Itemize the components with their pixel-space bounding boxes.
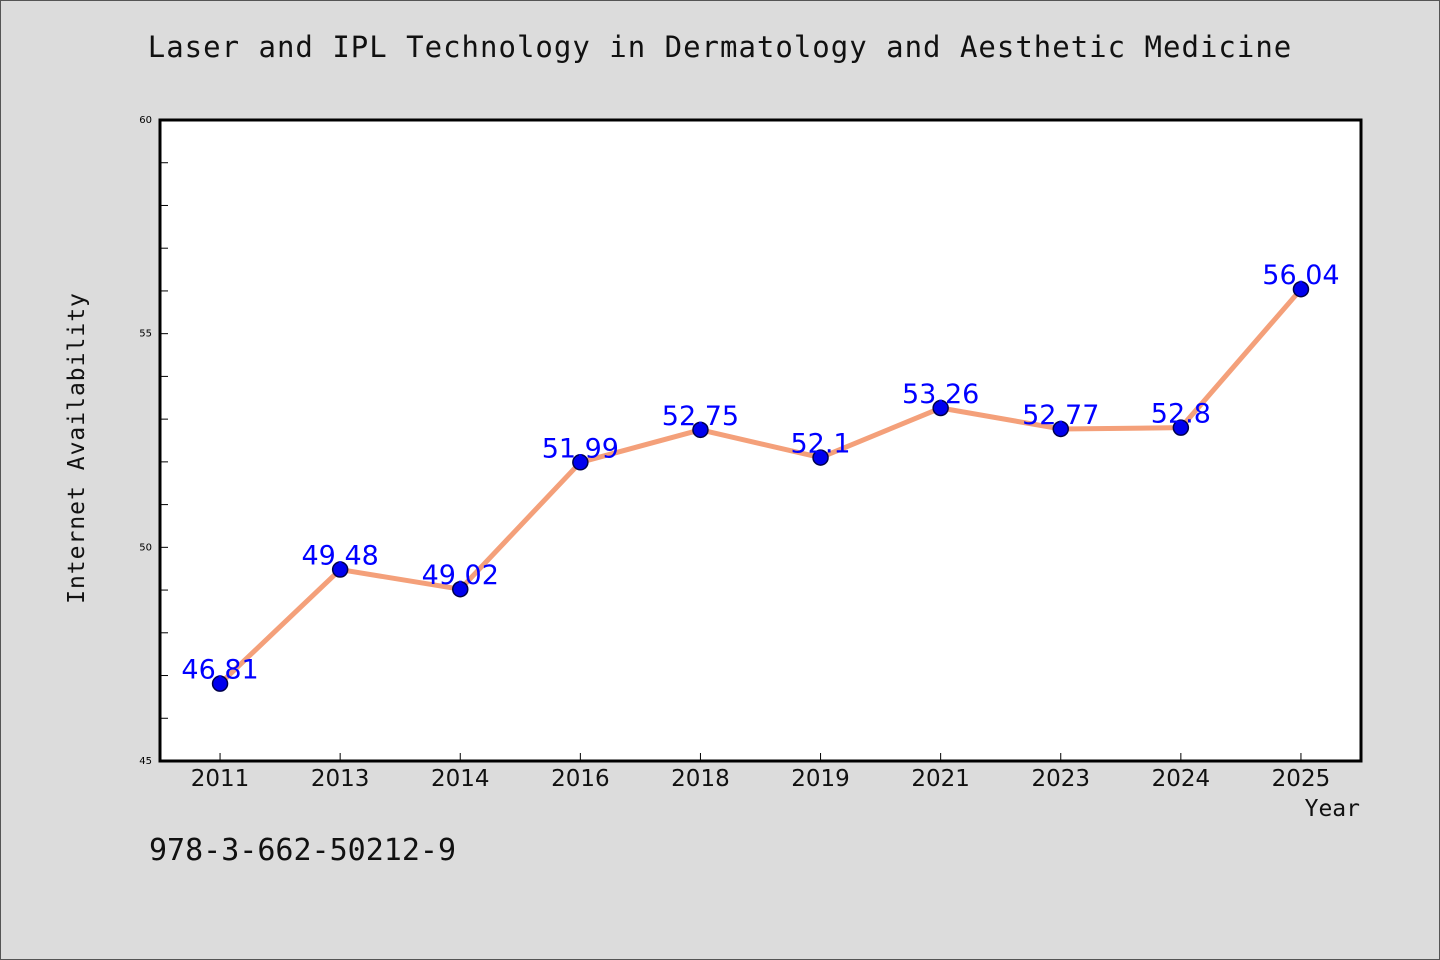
data-label: 52.8	[1151, 399, 1211, 430]
x-tick-label: 2013	[311, 766, 370, 792]
y-tick-label: 60	[139, 115, 152, 126]
data-point-marker	[812, 449, 829, 466]
x-tick-label: 2018	[671, 766, 730, 792]
data-label: 52.75	[662, 401, 739, 432]
x-tick-label: 2025	[1272, 766, 1331, 792]
chart-title: Laser and IPL Technology in Dermatology …	[147, 30, 1293, 64]
y-axis-label: Internet Availability	[64, 292, 90, 604]
series-line	[218, 287, 1303, 686]
x-tick-label: 2014	[431, 766, 490, 792]
data-point-marker	[1172, 419, 1190, 436]
x-tick-label: 2024	[1152, 766, 1211, 792]
data-label: 52.77	[1022, 400, 1099, 431]
data-label: 49.02	[422, 560, 499, 591]
x-tick-label: 2021	[911, 766, 970, 792]
y-tick-label: 50	[139, 542, 152, 553]
x-tick-label: 2023	[1031, 766, 1090, 792]
data-point-marker	[932, 399, 949, 417]
y-tick-label: 55	[139, 329, 152, 340]
x-axis-label: Year	[1304, 796, 1360, 822]
data-label: 46.81	[181, 655, 258, 686]
data-point-marker	[1292, 280, 1310, 298]
data-point-marker	[692, 421, 709, 439]
data-label: 56.04	[1262, 260, 1339, 291]
data-label: 53.26	[902, 379, 979, 410]
data-label: 51.99	[542, 433, 619, 464]
y-tick-label: 45	[139, 756, 152, 767]
data-label: 49.48	[302, 541, 379, 572]
x-tick-label: 2016	[551, 766, 610, 792]
x-tick-label: 2019	[791, 766, 850, 792]
isbn-footnote: 978-3-662-50212-9	[149, 833, 457, 868]
data-point-marker	[452, 580, 469, 598]
data-label: 52.1	[790, 429, 850, 460]
x-tick-label: 2011	[191, 766, 250, 792]
data-point-marker	[331, 561, 349, 578]
data-point-marker	[211, 675, 229, 692]
data-point-marker	[572, 454, 589, 471]
plot-area	[158, 118, 1363, 763]
data-point-marker	[1052, 420, 1069, 438]
